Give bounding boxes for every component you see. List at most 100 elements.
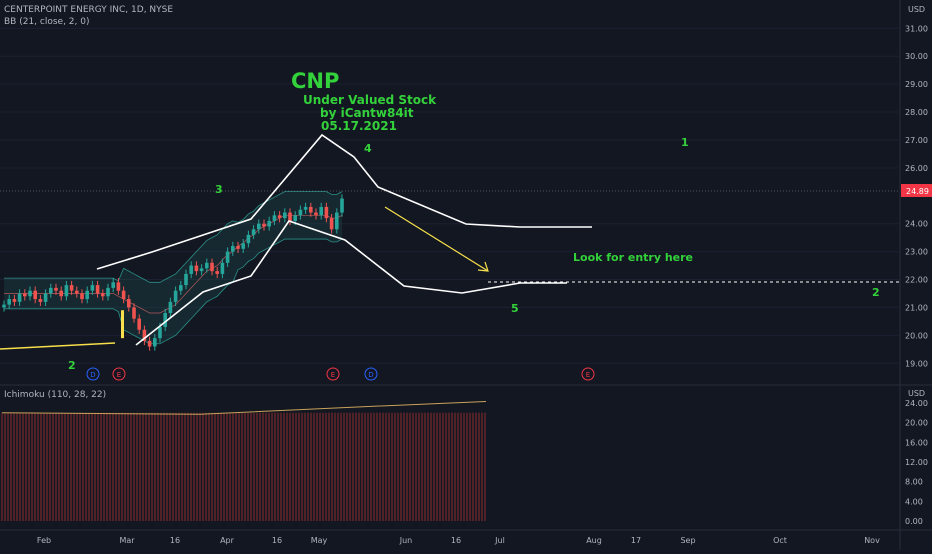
candle-body: [95, 285, 100, 294]
candle-body: [132, 307, 136, 319]
dividend-marker[interactable]: [86, 367, 100, 381]
lower-trend-line[interactable]: [135, 220, 567, 346]
candle-body: [199, 268, 204, 272]
time-tick-label: Apr: [220, 536, 235, 545]
candle-body: [59, 290, 63, 297]
candle-body: [111, 282, 115, 288]
candle-body: [241, 243, 245, 249]
candle-body: [283, 212, 287, 219]
wave-label-1: 1: [681, 136, 689, 149]
candle-body: [215, 271, 219, 274]
earnings-marker[interactable]: [112, 367, 126, 381]
price-tick-label: 27.00: [905, 136, 928, 145]
candle-body: [90, 285, 95, 291]
earnings-marker-label: E: [586, 371, 590, 379]
candle-body: [340, 198, 344, 213]
time-tick-label: Aug: [586, 536, 602, 545]
time-axis[interactable]: Feb Mar 16 Apr 16 May Jun 16 Jul Aug 17 Sep Oct Nov: [37, 536, 880, 545]
candle-body: [168, 301, 173, 314]
dividend-marker-label: D: [90, 371, 95, 379]
last-price-badge: 24.89: [901, 184, 932, 197]
candle-body: [54, 287, 58, 291]
price-tick-label: 23.00: [905, 248, 928, 257]
candle-body: [101, 293, 105, 297]
candle-body: [335, 212, 339, 230]
dividend-marker[interactable]: [364, 367, 378, 381]
candle-body: [309, 206, 313, 213]
lower-tick-label: 12.00: [905, 458, 928, 467]
time-tick-label: May: [311, 536, 328, 545]
candle-body: [49, 287, 53, 294]
wave-label-2-right: 2: [872, 286, 880, 299]
candle-body: [329, 218, 334, 230]
time-tick-label: 16: [170, 536, 180, 545]
candle-body: [288, 212, 292, 221]
time-tick-label: Sep: [680, 536, 695, 545]
price-tick-label: 29.00: [905, 80, 928, 89]
candle-body: [173, 290, 178, 302]
lower-price-scale[interactable]: USD 24.00 20.00 16.00 12.00 8.00 4.00 0.00: [905, 389, 928, 526]
currency-label: USD: [908, 5, 925, 14]
wave-label-2-left: 2: [68, 359, 76, 372]
upper-trend-line[interactable]: [96, 133, 592, 270]
candle-body: [23, 293, 27, 297]
lower-tick-label: 4.00: [905, 497, 923, 506]
candle-body: [298, 209, 303, 216]
candle-body: [38, 299, 43, 302]
lower-tick-label: 8.00: [905, 478, 923, 487]
lower-currency-label: USD: [908, 389, 925, 398]
yellow-bottom-line[interactable]: [0, 342, 116, 350]
lower-tick-label: 0.00: [905, 517, 923, 526]
candle-body: [324, 206, 329, 219]
earnings-marker[interactable]: [581, 367, 595, 381]
time-tick-label: Jun: [399, 536, 413, 545]
candle-body: [262, 223, 266, 227]
time-tick-label: Oct: [773, 536, 787, 545]
price-scale[interactable]: USD 31.00 30.00 29.00 28.00 27.00 26.00 24.00 2…: [905, 5, 928, 368]
earnings-marker[interactable]: [326, 367, 340, 381]
candle-body: [121, 290, 126, 300]
candle-body: [137, 318, 141, 330]
ichimoku-line: [1, 400, 487, 415]
wave-label-4: 4: [364, 142, 372, 155]
subtitle-line-2: by iCantw84it: [320, 106, 414, 120]
candle-body: [220, 262, 225, 274]
candle-body: [153, 338, 157, 347]
price-tick-label: 26.00: [905, 164, 928, 173]
band-fill: [4, 191, 342, 344]
highlight-candle: [121, 310, 124, 339]
candle-body: [85, 290, 89, 300]
bb-legend: BB (21, close, 2, 0): [4, 17, 90, 27]
price-tick-label: 30.00: [905, 52, 928, 61]
candle-body: [246, 234, 251, 244]
candle-body: [158, 326, 162, 339]
candle-body: [189, 265, 193, 274]
subtitle-line-3: 05.17.2021: [321, 119, 397, 133]
candle-body: [75, 290, 79, 294]
candle-body: [194, 265, 199, 272]
candle-body: [277, 215, 282, 219]
candle-body: [2, 304, 6, 308]
wave-label-5: 5: [511, 302, 519, 315]
candle-body: [225, 251, 230, 263]
drawings[interactable]: [0, 133, 900, 350]
candle-body: [116, 282, 121, 291]
price-tick-label: 31.00: [905, 24, 928, 33]
candle-body: [179, 285, 183, 291]
candle-body: [106, 287, 110, 297]
time-tick-label: Jul: [494, 536, 505, 545]
candle-body: [64, 285, 69, 297]
time-tick-label: Mar: [119, 536, 135, 545]
lower-tick-label: 20.00: [905, 419, 928, 428]
earnings-marker-label: E: [117, 371, 121, 379]
symbol-legend: CENTERPOINT ENERGY INC, 1D, NYSE: [4, 5, 174, 15]
lower-tick-label: 24.00: [905, 399, 928, 408]
price-tick-label: 24.00: [905, 220, 928, 229]
candle-body: [163, 313, 167, 327]
lower-tick-label: 16.00: [905, 438, 928, 447]
yellow-arrow-line[interactable]: [384, 206, 489, 272]
candle-body: [7, 299, 11, 305]
candle-body: [17, 293, 22, 302]
event-markers[interactable]: D E E D E: [86, 367, 595, 381]
